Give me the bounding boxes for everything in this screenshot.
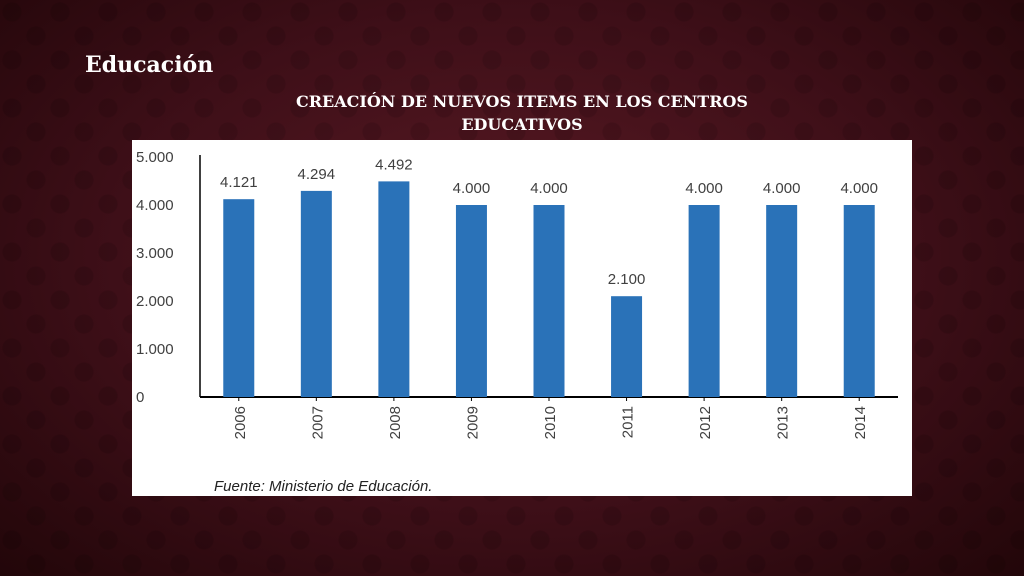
bar-chart: 0 1.000 2.000 3.000 4.000 5.000 4.121 2006 4.294… [136,149,898,439]
bar [378,181,410,397]
data-label: 4.492 [375,156,413,173]
bar [455,205,487,397]
data-label: 4.000 [453,180,491,197]
slide-title: Educación [85,52,214,78]
y-tick-label: 0 [136,389,144,406]
x-tick-label: 2011 [620,406,637,438]
bar [223,199,255,397]
bar [611,296,643,397]
data-label: 4.121 [220,174,258,191]
x-tick-label: 2006 [232,406,249,439]
x-tick-label: 2010 [542,406,559,439]
bar [766,205,798,397]
x-tick-label: 2014 [852,406,869,439]
data-label: 4.000 [530,180,568,197]
y-tick-label: 4.000 [136,197,174,214]
chart-title-line2: EDUCATIVOS [461,115,583,134]
chart-panel: 0 1.000 2.000 3.000 4.000 5.000 4.121 2006 4.294… [132,140,912,496]
y-tick-label: 1.000 [136,341,174,358]
chart-title: CREACIÓN DE NUEVOS ITEMS EN LOS CENTROS … [262,90,782,136]
y-tick-label: 2.000 [136,293,174,310]
chart-title-line1: CREACIÓN DE NUEVOS ITEMS EN LOS CENTROS [296,92,748,111]
y-tick-label: 3.000 [136,245,174,262]
bar [688,205,720,397]
y-tick-label: 5.000 [136,149,174,166]
bar [843,205,875,397]
data-label: 4.000 [685,180,723,197]
x-tick-label: 2008 [387,406,404,439]
x-tick-label: 2007 [309,406,326,439]
x-tick-label: 2012 [697,406,714,439]
data-label: 4.294 [298,166,336,183]
x-tick-label: 2009 [464,406,481,439]
data-label: 4.000 [840,180,878,197]
bar [533,205,565,397]
data-label: 2.100 [608,271,646,288]
source-note: Fuente: Ministerio de Educación. [214,478,433,495]
data-label: 4.000 [763,180,801,197]
bar [300,190,332,397]
x-tick-label: 2013 [775,406,792,439]
